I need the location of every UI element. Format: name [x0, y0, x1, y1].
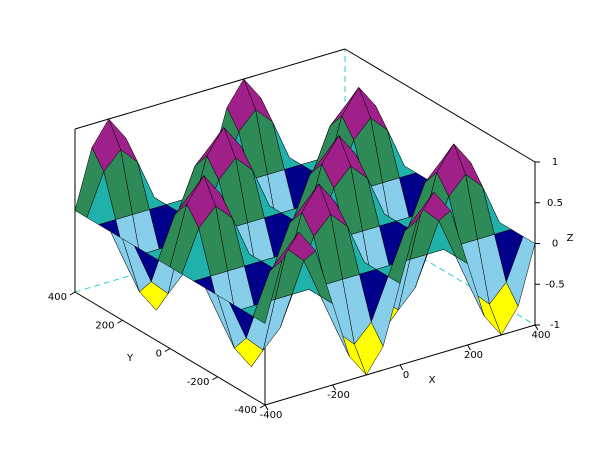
x-tick-label: 200	[464, 350, 483, 361]
z-axis-label: Z	[567, 233, 574, 244]
y-tick-label: 200	[95, 320, 114, 331]
y-tick	[117, 319, 123, 324]
z-tick-label: 0.5	[547, 198, 563, 209]
x-tick	[534, 324, 539, 331]
x-tick-label: 400	[531, 330, 550, 341]
z-tick-label: -0.5	[545, 279, 565, 290]
x-tick-label: -400	[260, 410, 283, 421]
x-tick	[332, 384, 336, 391]
z-tick-label: 1	[552, 157, 558, 168]
surface-cell	[252, 259, 283, 324]
y-tick-label: -400	[234, 405, 257, 416]
y-axis-label: Y	[126, 353, 134, 364]
y-tick	[259, 404, 266, 409]
x-axis-label: X	[429, 375, 436, 386]
y-tick-label: -200	[187, 377, 210, 388]
x-tick	[467, 344, 471, 351]
box-edge	[344, 48, 536, 163]
z-tick-label: 0	[552, 239, 558, 250]
x-tick-label: -200	[327, 390, 350, 401]
z-tick-label: -1	[550, 320, 560, 331]
x-tick-label: 0	[403, 370, 409, 381]
y-tick-label: 400	[48, 292, 67, 303]
x-tick	[399, 364, 404, 371]
box-edge	[74, 48, 346, 130]
x-tick	[264, 404, 269, 411]
y-tick	[164, 348, 171, 352]
y-tick	[69, 291, 76, 296]
y-tick-label: 0	[156, 349, 162, 360]
y-tick	[212, 376, 218, 381]
